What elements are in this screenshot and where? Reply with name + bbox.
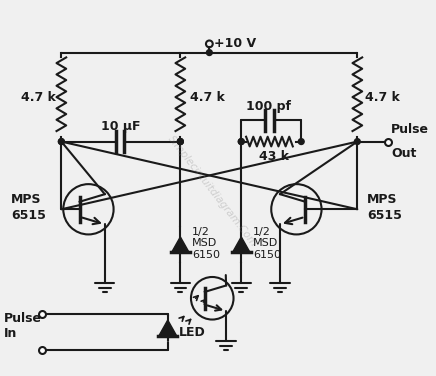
Text: 1/2: 1/2 (253, 226, 271, 237)
Circle shape (298, 139, 304, 144)
Circle shape (58, 139, 64, 144)
Text: 4.7 k: 4.7 k (365, 91, 400, 103)
Text: 6515: 6515 (11, 209, 46, 221)
Circle shape (177, 139, 183, 144)
Text: MSD: MSD (253, 238, 278, 248)
Circle shape (238, 139, 244, 144)
Text: MSD: MSD (192, 238, 217, 248)
Text: Pulse: Pulse (4, 312, 42, 325)
Text: Out: Out (391, 147, 416, 161)
Text: 4.7 k: 4.7 k (21, 91, 56, 103)
Circle shape (177, 139, 183, 144)
Text: Simplecircuitdiagram.Com: Simplecircuitdiagram.Com (166, 133, 259, 249)
Text: 100 pf: 100 pf (246, 100, 291, 113)
Circle shape (354, 139, 360, 144)
Text: 43 k: 43 k (259, 150, 289, 162)
Text: MPS: MPS (11, 193, 41, 206)
Text: LED: LED (179, 326, 206, 339)
Text: Pulse: Pulse (391, 123, 429, 136)
Text: 6150: 6150 (192, 250, 220, 260)
Text: MPS: MPS (367, 193, 398, 206)
Polygon shape (159, 320, 177, 335)
Text: 10 μF: 10 μF (101, 120, 140, 133)
Circle shape (177, 139, 183, 144)
Text: 1/2: 1/2 (192, 226, 210, 237)
Circle shape (207, 50, 212, 56)
Text: +10 V: +10 V (214, 37, 256, 50)
Polygon shape (172, 237, 189, 252)
Text: 4.7 k: 4.7 k (190, 91, 225, 103)
Text: 6150: 6150 (253, 250, 281, 260)
Text: 6515: 6515 (367, 209, 402, 221)
Text: In: In (4, 327, 18, 340)
Polygon shape (232, 237, 250, 252)
Circle shape (238, 139, 244, 144)
Circle shape (58, 139, 64, 144)
